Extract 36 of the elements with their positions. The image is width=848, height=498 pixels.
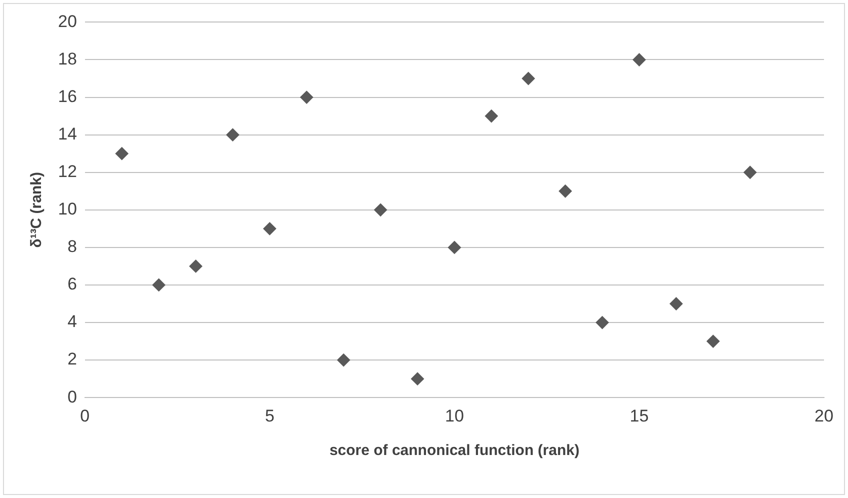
x-tick-label: 5: [264, 406, 274, 426]
point: [189, 260, 202, 273]
y-tick-label: 2: [67, 350, 77, 369]
y-tick-label: 0: [67, 387, 77, 406]
point: [337, 354, 350, 367]
x-tick-label: 15: [630, 406, 649, 426]
y-tick-label: 4: [67, 312, 77, 332]
point: [484, 110, 498, 123]
point: [115, 147, 128, 160]
x-tick-label: 10: [444, 406, 464, 426]
y-tick-label: 18: [58, 49, 77, 68]
x-tick-label: 20: [814, 406, 834, 426]
point: [744, 166, 757, 179]
point: [263, 222, 276, 236]
y-axis-title: δ¹³C (rank): [28, 172, 46, 248]
point: [596, 316, 609, 330]
point: [448, 240, 461, 254]
point: [300, 90, 314, 104]
y-tick-label: 12: [58, 162, 77, 182]
x-axis-title: score of cannonical function (rank): [329, 442, 580, 460]
y-tick-label: 14: [58, 124, 77, 144]
point: [411, 372, 424, 386]
point: [670, 297, 683, 310]
point: [558, 184, 572, 198]
y-tick-label: 8: [67, 237, 77, 256]
point: [632, 53, 646, 66]
y-tick-label: 10: [58, 200, 77, 219]
point: [152, 278, 166, 292]
x-tick-label: 0: [80, 406, 90, 426]
point: [226, 128, 240, 142]
y-tick-label: 6: [67, 274, 77, 294]
y-tick-label: 20: [58, 12, 77, 31]
point: [706, 334, 720, 348]
point: [522, 72, 535, 86]
y-tick-label: 16: [58, 86, 77, 106]
point: [374, 203, 388, 216]
